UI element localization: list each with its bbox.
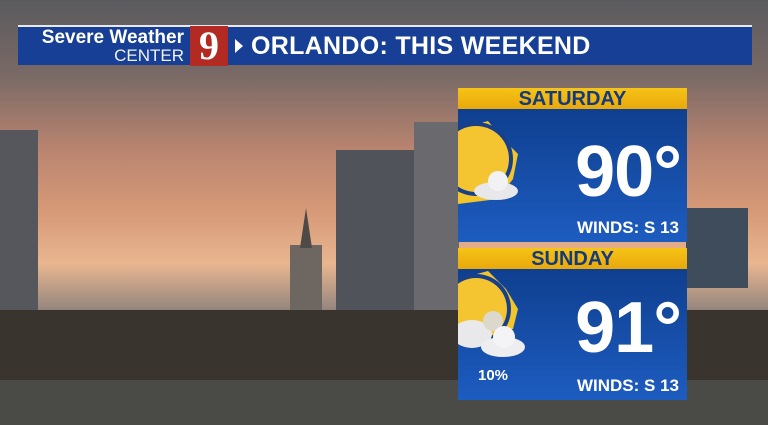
channel-9-logo: 9 (190, 26, 228, 66)
winds: WINDS: S 13 (576, 376, 679, 395)
arrow-right-icon (235, 39, 243, 53)
forecast-card-sunday: SUNDAY 10% 91° WINDS: S 13 (458, 248, 687, 400)
brand-line1: Severe Weather (41, 27, 184, 48)
title-banner: Severe Weather CENTER 9 ORLANDO: THIS WE… (18, 25, 752, 66)
temperature: 90° (575, 132, 682, 212)
partly-cloudy-icon (458, 271, 525, 357)
brand-line2: CENTER (114, 46, 184, 65)
banner-title: ORLANDO: THIS WEEKEND (251, 31, 591, 60)
temperature: 91° (575, 288, 682, 368)
winds: WINDS: S 13 (576, 218, 679, 237)
day-label: SATURDAY (458, 88, 687, 110)
precip-chance: 10% (478, 367, 509, 384)
day-label: SUNDAY (458, 248, 687, 270)
forecast-card-saturday: SATURDAY 90° WINDS: S 13 (458, 88, 687, 242)
mostly-sunny-icon (458, 121, 518, 204)
severe-weather-center-logo: Severe Weather CENTER (18, 28, 190, 64)
